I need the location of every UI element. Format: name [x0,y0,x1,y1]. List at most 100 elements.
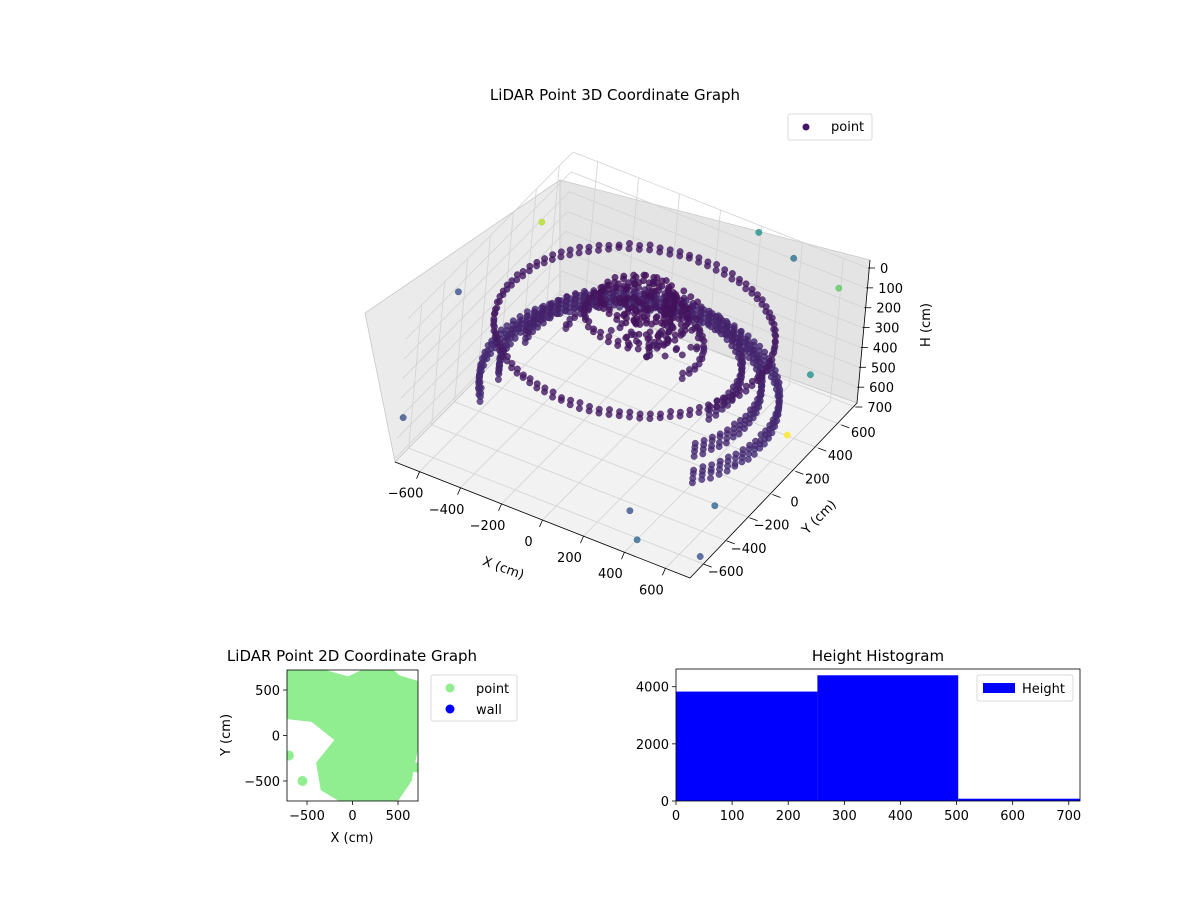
point-3d [635,299,643,306]
point-3d [730,383,737,391]
point-3d [533,380,541,388]
x-tick-label-3d: −600 [388,487,424,502]
point-3d [776,392,784,400]
point-3d [737,416,744,424]
y-tick-label-3d: 600 [851,426,876,441]
point-3d [716,457,724,465]
point-3d [754,291,761,299]
point-3d [623,314,630,322]
point-3d [758,369,766,377]
point-3d [614,337,622,345]
point-3d [541,384,549,392]
point-3d [645,292,653,299]
point-3d [724,322,732,330]
point-3d [716,439,723,446]
point-3d [664,336,672,343]
point-3d [711,502,719,510]
point-3d [696,355,703,363]
point-3d [688,326,696,334]
point-3d [626,239,633,247]
point-3d [596,288,604,296]
point-3d [749,377,756,385]
point-3d [756,358,764,366]
point-3d [622,296,630,303]
point-3d [622,285,630,293]
legend-2d: point wall [430,674,518,722]
point-3d [600,300,608,308]
point-3d [496,362,504,369]
point-3d [613,312,621,319]
point-3d [497,326,505,334]
point-3d [758,296,766,304]
point-2d [406,705,417,716]
point-3d [640,271,648,279]
legend-3d-marker [802,123,810,131]
y-tick-label-histogram: 0 [661,795,669,810]
x-ticks-2d: −500 0 500 [289,801,410,824]
point-3d [595,405,603,413]
point-3d [696,403,703,411]
point-3d [496,292,504,300]
point-3d [769,416,777,424]
point-3d [643,316,650,324]
point-3d [725,453,732,461]
y-ticks-histogram: 0 2000 4000 [636,681,676,810]
point-3d [501,337,508,345]
point-3d [571,310,579,318]
point-3d [696,553,704,560]
point-3d [654,332,662,340]
point-3d [635,339,643,347]
point-3d [581,306,588,314]
chart-3d-title: LiDAR Point 3D Coordinate Graph [490,86,740,104]
x-tick-label-histogram: 0 [672,809,680,824]
y-ticks-3d: −600 −400 −2000 200 400 600 [703,424,876,580]
point-3d [748,285,756,293]
point-3d [737,328,744,336]
point-3d [671,295,679,303]
point-3d [633,315,640,322]
histogram-bar [958,798,1080,801]
point-3d [699,463,707,471]
point-3d [772,410,780,418]
point-3d [493,298,501,306]
z-tick-label-3d: 100 [878,282,903,297]
point-3d [646,328,654,336]
legend-3d-label-point: point [831,120,864,135]
point-3d [605,241,613,249]
point-3d [582,313,589,321]
point-3d [770,320,778,328]
point-3d [476,378,484,386]
x-tick-label-histogram: 400 [888,809,913,824]
point-3d [712,266,720,274]
point-3d [484,341,492,349]
point-3d [682,322,689,330]
point-3d [504,333,511,340]
point-3d [607,326,615,334]
point-3d [494,334,501,342]
point-3d [679,301,686,309]
point-3d [566,315,574,323]
point-3d [624,339,632,347]
point-3d [675,315,683,323]
legend-3d: point [787,113,873,141]
point-3d [566,246,574,254]
points-3d [399,218,843,560]
point-3d [533,258,541,266]
x-tick-label-3d: −200 [470,519,506,534]
point-3d [705,307,713,315]
point-3d [724,426,731,434]
point-2d [402,768,413,779]
point-3d [712,312,720,320]
point-3d [670,289,677,296]
point-2d-area [287,670,418,801]
point-3d [477,361,485,368]
point-3d [744,455,752,463]
point-3d [679,369,687,377]
point-3d [665,283,673,291]
point-3d [590,289,598,297]
point-3d [541,305,549,313]
point-3d [585,294,593,302]
point-3d [774,373,781,381]
point-3d [729,270,736,277]
point-3d [490,310,498,318]
